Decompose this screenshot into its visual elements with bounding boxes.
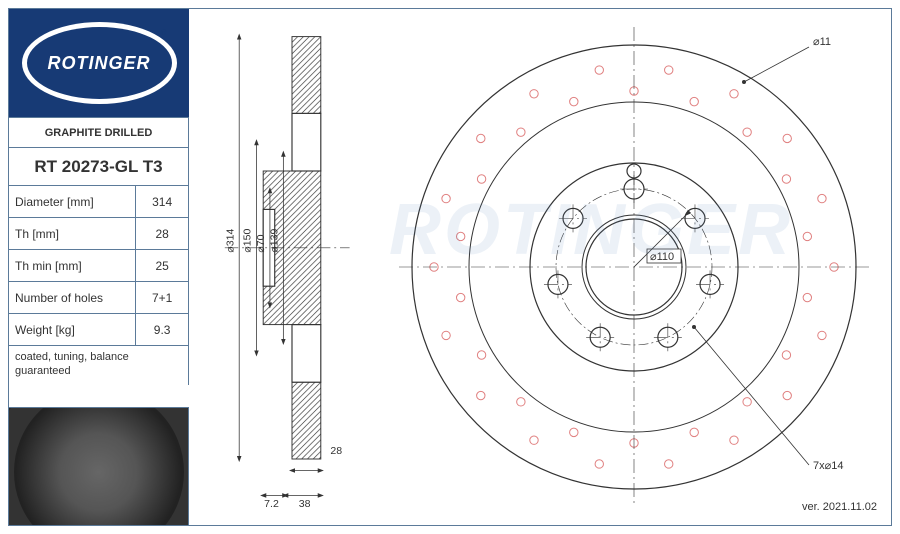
dim-d150: ⌀150 <box>242 229 254 253</box>
spec-label: Number of holes <box>9 282 136 313</box>
dim-d11: ⌀11 <box>813 36 831 48</box>
front-view: ⌀11 ⌀110 7x⌀14 <box>389 27 879 507</box>
dim-bolt: 7x⌀14 <box>813 460 843 472</box>
spec-value: 28 <box>136 218 188 249</box>
dim-d70: ⌀70 <box>255 234 267 252</box>
dim-pcd: ⌀110 <box>650 251 674 263</box>
spec-value: 314 <box>136 186 188 217</box>
dim-d314: ⌀314 <box>224 229 236 253</box>
logo-box: ROTINGER ® <box>9 9 189 117</box>
dim-th: 28 <box>330 445 342 457</box>
spec-label: Weight [kg] <box>9 314 136 345</box>
callout-d11: ⌀11 <box>742 36 831 84</box>
table-row: Th min [mm]25 <box>9 249 189 281</box>
logo: ROTINGER ® <box>22 22 177 104</box>
spec-note: coated, tuning, balance guaranteed <box>9 345 189 385</box>
table-row: Weight [kg]9.3 <box>9 313 189 345</box>
section-view: ⌀314 ⌀150 ⌀70 ⌀139 28 38 7.2 <box>207 27 377 507</box>
spec-label: Diameter [mm] <box>9 186 136 217</box>
spec-label: Th min [mm] <box>9 250 136 281</box>
table-row: Number of holes7+1 <box>9 281 189 313</box>
version-label: ver. 2021.11.02 <box>802 501 877 513</box>
registered-mark: ® <box>161 28 167 37</box>
spec-value: 9.3 <box>136 314 188 345</box>
drawing-frame: ROTINGER ® GRAPHITE DRILLED RT 20273-GL … <box>8 8 892 526</box>
spec-label: Th [mm] <box>9 218 136 249</box>
product-thumbnail <box>9 407 189 525</box>
part-number: RT 20273-GL T3 <box>9 147 189 185</box>
dim-offset: 38 <box>299 498 311 507</box>
dim-step: 7.2 <box>264 498 279 507</box>
table-row: Th [mm]28 <box>9 217 189 249</box>
spec-value: 7+1 <box>136 282 188 313</box>
spec-table: GRAPHITE DRILLED RT 20273-GL T3 Diameter… <box>9 117 189 385</box>
brand-name: ROTINGER <box>27 27 172 99</box>
subtitle: GRAPHITE DRILLED <box>9 117 189 147</box>
dim-d139: ⌀139 <box>269 229 281 253</box>
spec-value: 25 <box>136 250 188 281</box>
table-row: Diameter [mm]314 <box>9 185 189 217</box>
